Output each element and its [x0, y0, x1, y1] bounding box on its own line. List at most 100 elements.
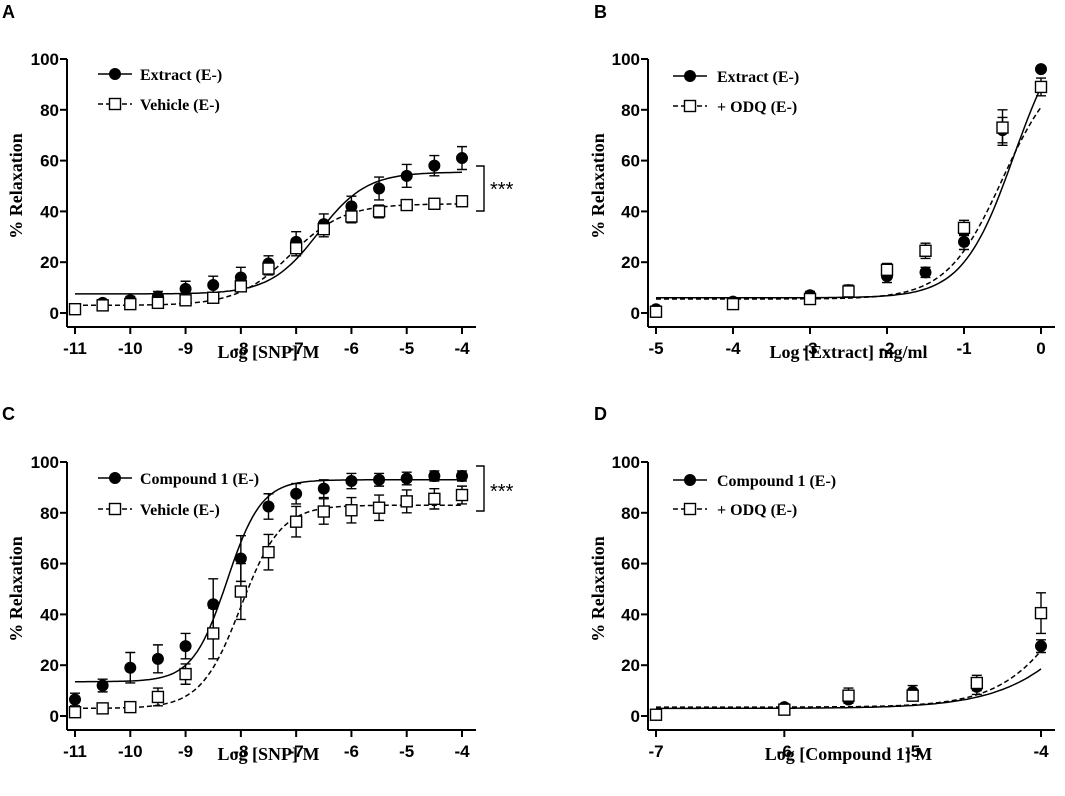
panel-b-series-1-point — [842, 285, 855, 298]
open-square-marker — [179, 294, 192, 307]
panel-c-y-tick-label: 20 — [40, 656, 59, 675]
open-square-marker — [880, 263, 894, 277]
panel-a-series-1-point — [68, 302, 82, 316]
panel-c-series-0-point — [345, 472, 358, 490]
panel-c-legend-label-vehicle: Vehicle (E-) — [140, 502, 220, 519]
open-square-marker — [262, 262, 275, 275]
open-square-marker-icon — [683, 502, 697, 516]
filled-circle-marker — [456, 469, 468, 482]
open-square-marker — [372, 501, 386, 514]
open-square-marker — [400, 198, 413, 212]
panel-a-x-tick-label: -8 — [233, 339, 248, 358]
panel-c-x-tick-label: -11 — [63, 742, 87, 761]
panel-c-legend-label-compound: Compound 1 (E-) — [140, 471, 259, 488]
panel-c-fit-curve-1 — [75, 504, 462, 710]
panel-c-x-tick-label: -4 — [454, 742, 470, 761]
panel-a-series-0-point — [400, 163, 413, 188]
filled-circle-marker — [958, 235, 970, 248]
filled-circle-marker — [456, 152, 468, 165]
panel-b-x-tick-label: -1 — [956, 339, 971, 358]
panel-d-y-tick-label: 60 — [621, 555, 640, 574]
panel-b-series-1-point — [919, 242, 932, 260]
panel-c-series-1-point — [262, 533, 275, 571]
panel-a-series-0-point — [373, 176, 386, 201]
panel-c-letter: C — [2, 404, 15, 424]
open-square-marker — [289, 515, 303, 528]
filled-circle-marker — [317, 482, 330, 495]
panel-b-legend-entry-odq: + ODQ (E-) — [673, 99, 797, 116]
open-square-marker — [455, 488, 469, 502]
panel-b-y-tick-label: 80 — [621, 101, 640, 120]
panel-c-significance-label: *** — [490, 481, 514, 503]
filled-circle-marker — [69, 693, 81, 706]
open-square-marker — [151, 296, 165, 310]
panel-c-legend-entry-compound: Compound 1 (E-) — [98, 471, 259, 488]
panel-b-series-0-point — [1035, 63, 1047, 76]
panel-c-series-1-point — [289, 505, 303, 538]
filled-circle-marker — [179, 640, 192, 653]
open-square-marker — [726, 297, 740, 311]
panel-c-series-0-point — [69, 692, 81, 707]
panel-b-fit-curve-0 — [656, 86, 1042, 299]
open-square-marker — [842, 285, 855, 298]
filled-circle-marker — [400, 169, 413, 182]
open-square-marker — [234, 585, 248, 598]
open-square-marker — [778, 703, 791, 716]
panel-a-x-tick-label: -4 — [454, 339, 470, 358]
panel-d-x-axis-label: Log [Compound 1] M — [765, 744, 933, 764]
panel-a-y-tick-label: 60 — [40, 152, 59, 171]
panel-a-series-1-point — [234, 280, 248, 293]
panel-b-legend-label-extract: Extract (E-) — [717, 69, 799, 86]
panel-a-series-1-point — [262, 261, 275, 276]
open-square-marker — [400, 495, 413, 508]
open-square-marker — [372, 205, 386, 218]
panel-c-legend: Compound 1 (E-) Vehicle (E-) — [98, 471, 259, 519]
panel-d-series-1-point — [970, 674, 984, 692]
filled-circle-marker — [151, 652, 164, 665]
panel-d-y-tick-label: 20 — [621, 656, 640, 675]
panel-a-legend-label-extract: Extract (E-) — [140, 67, 222, 84]
panel-a-series-1-point — [317, 220, 330, 238]
panel-d-legend: Compound 1 (E-) + ODQ (E-) — [673, 473, 836, 519]
panel-c-series-0-point — [179, 632, 192, 660]
panel-d-fit-curve-0 — [656, 668, 1042, 710]
panel-b-legend-label-odq: + ODQ (E-) — [717, 99, 797, 116]
panel-c-y-tick-label: 0 — [50, 707, 59, 726]
panel-a-series-1-point — [289, 239, 303, 257]
panel-b-x-tick-label: -2 — [879, 339, 894, 358]
open-square-marker — [345, 504, 358, 517]
panel-d-letter: D — [594, 404, 607, 424]
panel-c-series-0-point — [317, 479, 330, 499]
panel-d-series-0-point — [1035, 639, 1047, 654]
panel-a-series-1-point — [124, 297, 137, 311]
panel-d-y-tick-label: 0 — [631, 707, 640, 726]
panel-a-x-tick-label: -9 — [178, 339, 193, 358]
filled-circle-marker — [373, 182, 386, 195]
filled-circle-marker — [262, 500, 275, 513]
filled-circle-marker-icon — [684, 474, 696, 486]
open-square-marker — [262, 545, 275, 559]
panel-b-x-tick-label: -4 — [725, 339, 741, 358]
panel-d-x-tick-label: -6 — [777, 742, 792, 761]
panel-a-x-tick-label: -11 — [63, 339, 87, 358]
open-square-marker — [207, 627, 220, 640]
filled-circle-marker — [428, 469, 441, 482]
panel-a-fit-curve-0 — [75, 171, 463, 295]
panel-a: A 0 20 40 60 80 100 -11 -10 -9 -8 -7 -6 -5 -4 Log [SNP… — [2, 2, 514, 362]
panel-c-significance-bracket: *** — [476, 465, 514, 512]
open-square-marker — [289, 242, 303, 255]
panel-c-series-1-point — [124, 700, 137, 714]
filled-circle-marker — [96, 679, 109, 692]
panel-d-legend-label-compound: Compound 1 (E-) — [717, 473, 836, 490]
open-square-marker — [428, 492, 441, 506]
panel-d-x-tick-label: -4 — [1033, 742, 1049, 761]
panel-a-y-axis-label: % Relaxation — [6, 133, 26, 239]
panel-b: B 0 20 40 60 80 100 -5 -4 -3 -2 -1 0 Log [Extract] m… — [588, 2, 1055, 362]
panel-d-series-1-point — [649, 708, 663, 721]
panel-a-legend: Extract (E-) Vehicle (E-) — [98, 67, 222, 114]
panel-d-series-1-point — [1034, 592, 1048, 635]
panel-d-y-axis-label: % Relaxation — [588, 536, 608, 642]
panel-a-y-tick-label: 80 — [40, 101, 59, 120]
panel-b-series-1-point — [649, 305, 663, 318]
filled-circle-marker — [124, 661, 137, 674]
